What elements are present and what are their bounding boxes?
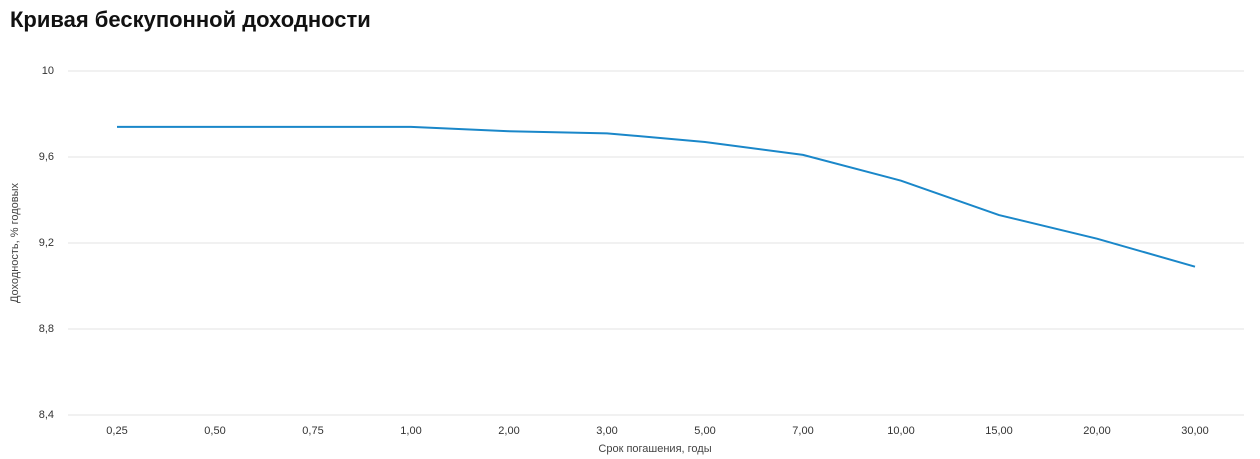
y-tick-label: 9,6 [39,151,54,163]
line-series [117,125,1196,268]
x-tick-label: 0,25 [106,425,127,437]
x-tick-label: 15,00 [985,425,1013,437]
y-tick-label: 8,4 [39,409,54,421]
x-tick-label: 1,00 [400,425,421,437]
y-tick-label: 8,8 [39,323,54,335]
y-axis-title: Доходность, % годовых [9,182,21,303]
x-tick-label: 20,00 [1083,425,1111,437]
chart-title: Кривая бескупонной доходности [10,7,371,32]
x-tick-label: 3,00 [596,425,617,437]
x-tick-label: 10,00 [887,425,915,437]
x-axis-title: Срок погашения, годы [598,443,711,455]
x-tick-label: 30,00 [1181,425,1209,437]
y-tick-label: 9,2 [39,237,54,249]
x-tick-label: 0,50 [204,425,225,437]
y-tick-label: 10 [42,65,54,77]
x-tick-label: 5,00 [694,425,715,437]
x-tick-label: 0,75 [302,425,323,437]
x-tick-label: 7,00 [792,425,813,437]
x-tick-label: 2,00 [498,425,519,437]
